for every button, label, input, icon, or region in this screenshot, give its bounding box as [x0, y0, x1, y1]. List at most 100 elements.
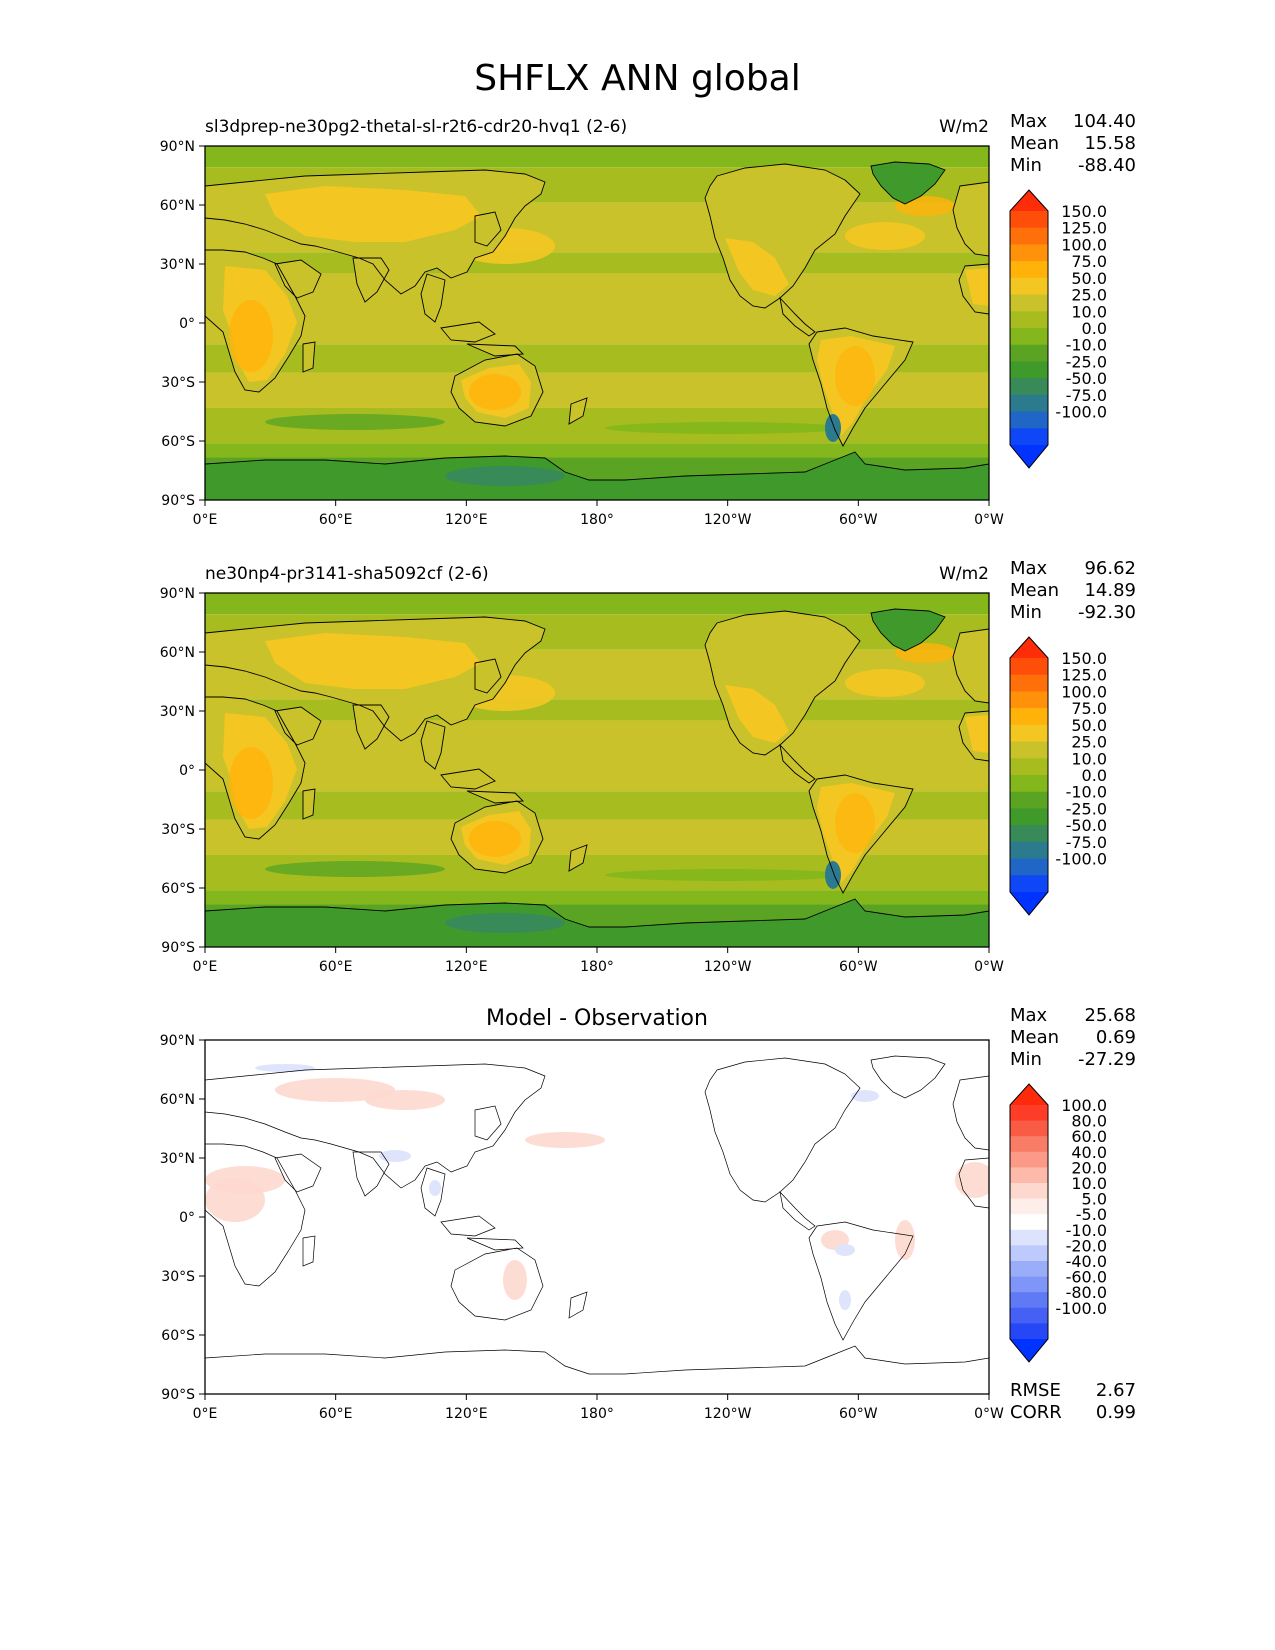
stat-value: 96.62 — [1084, 558, 1136, 579]
lon-tick-label: 60°E — [319, 512, 353, 528]
lat-tick-label: 90°N — [160, 1034, 195, 1049]
lat-tick-label: 90°N — [160, 587, 195, 602]
colorbar-tick-label: -75.0 — [1066, 386, 1107, 405]
lon-tick-label: 120°W — [704, 959, 752, 975]
colorbar-tick-label: 0.0 — [1082, 766, 1107, 785]
colorbar-tick-label: 10.0 — [1071, 302, 1107, 321]
lat-tick-label: 0° — [179, 1210, 195, 1226]
colorbar-swatch — [1010, 1229, 1048, 1246]
stat-value: 14.89 — [1084, 580, 1136, 601]
lat-tick-label: 30°N — [160, 704, 195, 720]
lon-tick-label: 60°W — [839, 512, 878, 528]
panel-title: ne30np4-pr3141-sha5092cf (2-6) — [205, 564, 489, 584]
colorbar-tick-label: 5.0 — [1082, 1190, 1107, 1209]
colorbar-swatch — [1010, 875, 1048, 893]
colorbar-tick-label: 100.0 — [1061, 235, 1107, 254]
stat-value: -88.40 — [1077, 155, 1136, 176]
lat-tick-label: 60°N — [160, 1092, 195, 1108]
lon-tick-label: 180° — [580, 1406, 614, 1422]
lat-tick-label: 60°N — [160, 198, 195, 214]
lat-tick-label: 30°S — [161, 375, 195, 391]
colorbar-swatch — [1010, 294, 1048, 312]
colorbar-tick-label: 25.0 — [1071, 733, 1107, 752]
stat-row: Mean 14.89 — [1010, 580, 1136, 602]
colorbar-swatch — [1010, 691, 1048, 709]
stat-value: 0.69 — [1095, 1027, 1136, 1048]
colorbar-swatch — [1010, 1214, 1048, 1231]
colorbar-swatch — [1010, 1292, 1048, 1309]
colorbar-swatch — [1010, 311, 1048, 329]
stat-label: Min — [1010, 1049, 1042, 1070]
colorbar-tick-label: 10.0 — [1071, 749, 1107, 768]
map-plot: 90°N 60°N 30°N 0° 30°S 60°S 90°S 0°E 60°E 120°E 18… — [160, 587, 1004, 975]
field-layer — [205, 1040, 989, 1394]
colorbar-tick-label: -50.0 — [1066, 369, 1107, 388]
colorbar-extend-bottom — [1010, 445, 1048, 468]
stats-block: Max 96.62 Mean 14.89 Min -92.30 — [1010, 558, 1136, 624]
colorbar-swatch — [1010, 1183, 1048, 1200]
field-layer — [205, 593, 989, 947]
colorbar-tick-label: 80.0 — [1071, 1112, 1107, 1131]
colorbar-swatch — [1010, 1151, 1048, 1168]
lon-tick-label: 60°W — [839, 959, 878, 975]
stat-value: 104.40 — [1073, 111, 1136, 132]
lat-tick-label: 60°S — [161, 881, 195, 897]
colorbar-swatch — [1010, 841, 1048, 860]
stat-label: RMSE — [1010, 1380, 1061, 1401]
colorbar-swatch — [1010, 775, 1048, 793]
colorbar-swatch — [1010, 1261, 1048, 1278]
lat-tick-label: 30°S — [161, 822, 195, 838]
colorbar-tick-label: 25.0 — [1071, 286, 1107, 305]
colorbar-tick-label: -50.0 — [1066, 816, 1107, 835]
units-label: W/m2 — [939, 564, 989, 584]
stat-row: CORR 0.99 — [1010, 1402, 1136, 1424]
colorbar-swatch — [1010, 858, 1048, 876]
colorbar: 150.0125.0100.075.050.025.010.00.0-10.0-… — [1009, 189, 1107, 469]
colorbar-swatch — [1010, 428, 1048, 446]
lon-tick-label: 60°W — [839, 1406, 878, 1422]
colorbar-tick-label: -40.0 — [1066, 1252, 1107, 1271]
lat-tick-label: 60°N — [160, 645, 195, 661]
colorbar-swatch — [1010, 825, 1048, 843]
colorbar-swatch — [1010, 674, 1048, 692]
colorbar-swatch — [1010, 344, 1048, 362]
stats-block: Max 25.68 Mean 0.69 Min -27.29 — [1010, 1005, 1136, 1071]
colorbar-outline — [1009, 1083, 1049, 1363]
colorbar-swatch — [1010, 277, 1048, 296]
stat-label: Mean — [1010, 580, 1060, 601]
stat-label: Max — [1010, 111, 1048, 132]
lon-tick-label: 180° — [580, 959, 614, 975]
colorbar-swatch — [1010, 378, 1048, 396]
lon-tick-label: 0°E — [193, 512, 218, 528]
colorbar-swatch — [1010, 758, 1048, 776]
stats-block: Max 104.40 Mean 15.58 Min -88.40 — [1010, 111, 1136, 177]
stat-row: RMSE 2.67 — [1010, 1380, 1136, 1402]
lon-tick-label: 0°W — [974, 1406, 1004, 1422]
colorbar-outline — [1009, 636, 1049, 916]
lon-tick-label: 120°W — [704, 512, 752, 528]
stat-label: Max — [1010, 558, 1048, 579]
colorbar-tick-label: 125.0 — [1061, 219, 1107, 238]
lat-tick-label: 0° — [179, 316, 195, 332]
colorbar-swatch — [1010, 361, 1048, 379]
colorbar-tick-label: 125.0 — [1061, 666, 1107, 685]
stat-value: 15.58 — [1084, 133, 1136, 154]
colorbar-extend-bottom — [1010, 892, 1048, 915]
colorbar-tick-label: -5.0 — [1076, 1205, 1107, 1224]
colorbar-swatch — [1010, 791, 1048, 809]
colorbar-swatch — [1010, 741, 1048, 759]
lon-tick-label: 0°W — [974, 959, 1004, 975]
stat-value: 0.99 — [1095, 1402, 1136, 1423]
lon-tick-label: 120°W — [704, 1406, 752, 1422]
colorbar-tick-label: -20.0 — [1066, 1236, 1107, 1255]
lon-tick-label: 180° — [580, 512, 614, 528]
lat-tick-label: 90°N — [160, 140, 195, 155]
lat-tick-label: 90°S — [161, 940, 195, 956]
lon-tick-label: 60°E — [319, 1406, 353, 1422]
colorbar-tick-label: 20.0 — [1071, 1158, 1107, 1177]
lon-tick-label: 120°E — [445, 512, 488, 528]
colorbar-swatch — [1010, 708, 1048, 726]
colorbar-tick-label: -100.0 — [1055, 1299, 1107, 1318]
colorbar: 150.0125.0100.075.050.025.010.00.0-10.0-… — [1009, 636, 1107, 916]
colorbar-tick-label: -75.0 — [1066, 833, 1107, 852]
